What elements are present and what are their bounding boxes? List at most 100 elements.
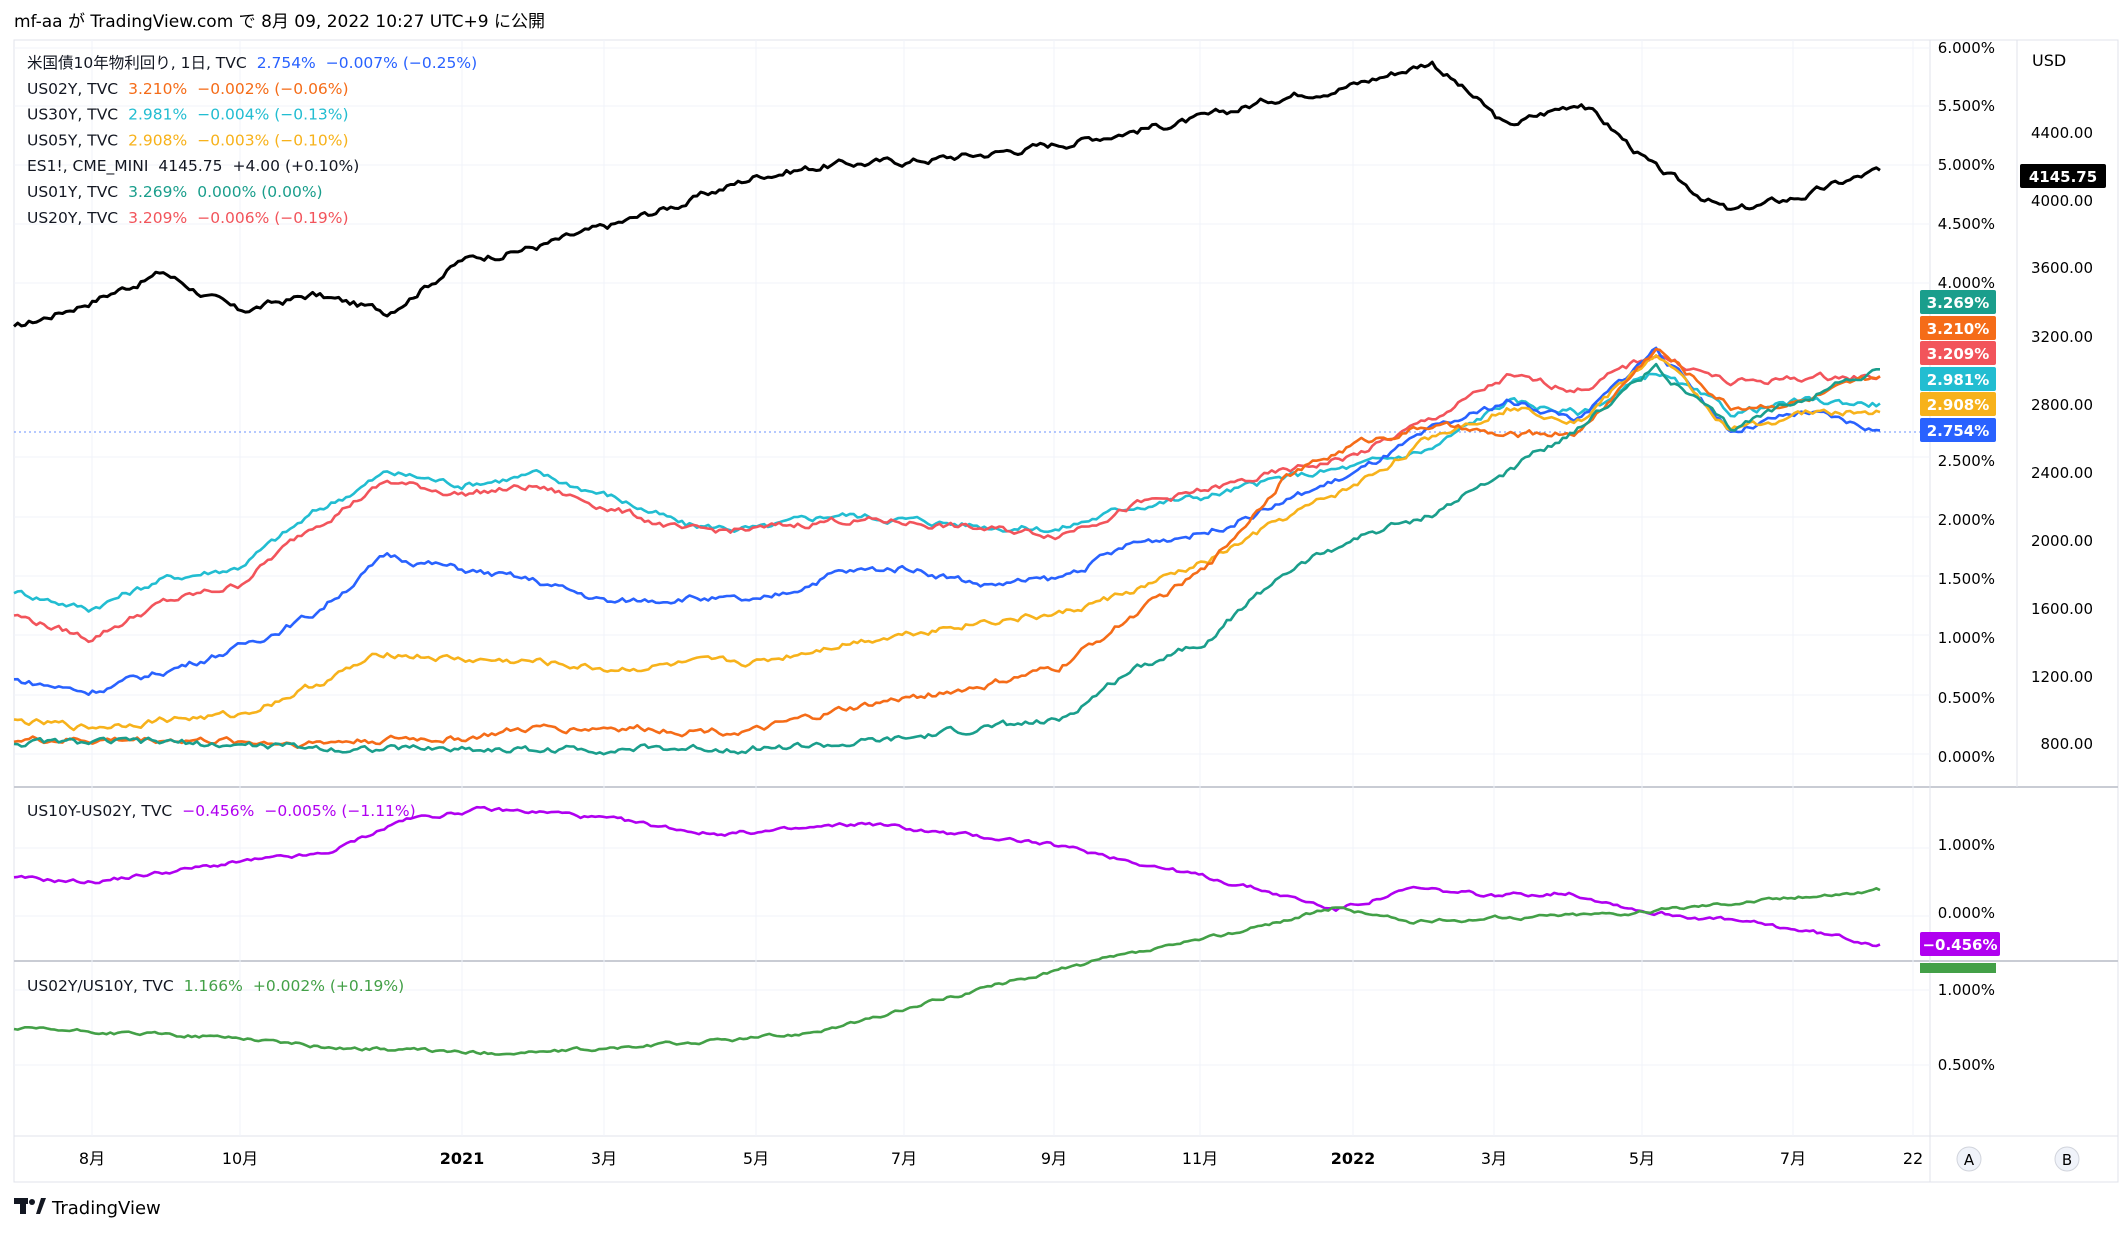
legend-change: −0.006% (−0.19%)	[197, 209, 348, 227]
price-tick-label: 2000.00	[2031, 532, 2093, 550]
series-line-us05y[interactable]	[13, 354, 1881, 732]
legend-value: 1.166%	[184, 977, 243, 995]
publish-header: mf-aa が TradingView.com で 8月 09, 2022 10…	[14, 12, 545, 32]
badge-spread: −0.456%	[1920, 932, 2000, 956]
price-tick-label: 800.00	[2041, 735, 2094, 753]
legend-change: −0.002% (−0.06%)	[197, 80, 348, 98]
legend-row-4[interactable]: ES1!, CME_MINI 4145.75 +4.00 (+0.10%)	[27, 157, 359, 176]
price-scale-button[interactable]: B	[2054, 1146, 2080, 1172]
yield-tick-label: 1.500%	[1938, 570, 1995, 588]
legend-name: US20Y, TVC	[27, 209, 118, 227]
series-line-us01y[interactable]	[13, 362, 1880, 756]
legend-name: ES1!, CME_MINI	[27, 157, 148, 176]
legend-change: +0.002% (+0.19%)	[253, 977, 404, 995]
yield-tick-label: 2.000%	[1938, 511, 1995, 529]
series-line-10[interactable]	[13, 346, 1881, 696]
legend-row-0[interactable]: 米国債10年物利回り, 1日, TVC 2.754% −0.007% (−0.25%…	[27, 54, 477, 72]
yield-tick-label: 5.000%	[1938, 156, 1995, 174]
legend-name: US10Y-US02Y, TVC	[27, 802, 172, 820]
time-axis[interactable]: 8月 10月 2021 3月 5月 7月 9月 11月 2022 3月 5月 7月 22	[79, 1149, 1923, 1168]
auto-scale-button[interactable]: A	[1956, 1146, 1982, 1172]
spread-pane-series	[13, 805, 1881, 948]
price-tick-label: 2400.00	[2031, 464, 2093, 482]
legend-name: US30Y, TVC	[27, 106, 118, 124]
yield-axis[interactable]: 6.000% 5.500% 5.000% 4.500% 4.000% 2.500% 2.00…	[1938, 39, 1995, 766]
time-tick-label: 22	[1903, 1149, 1923, 1168]
gridlines	[14, 40, 1930, 1136]
price-scale-label: B	[2062, 1151, 2072, 1169]
legend-change: 0.000% (0.00%)	[197, 183, 322, 201]
badge-es1-text: 4145.75	[2029, 168, 2097, 186]
legend-row-3[interactable]: US05Y, TVC 2.908% −0.003% (−0.10%)	[27, 131, 349, 149]
badge-us02y-text: 3.210%	[1927, 320, 1989, 338]
badge-us10y-text: 2.754%	[1927, 422, 1989, 440]
price-tick-label: 2800.00	[2031, 396, 2093, 414]
legend-value: 2.754%	[257, 54, 316, 72]
price-tick-label: 3200.00	[2031, 328, 2093, 346]
ratio-tick-label: 0.500%	[1938, 1056, 1995, 1074]
ratio-axis[interactable]: 1.000% 0.500%	[1938, 981, 1995, 1074]
time-tick-label: 7月	[1780, 1149, 1806, 1168]
badge-es1: 4145.75	[2020, 164, 2106, 188]
time-tick-label: 11月	[1182, 1149, 1218, 1168]
series-line-us02y[interactable]	[13, 347, 1881, 749]
series-line-us30y[interactable]	[13, 372, 1881, 613]
badge-us05y: 2.908%	[1920, 392, 1996, 416]
legend-name: US02Y/US10Y, TVC	[27, 977, 174, 995]
badge-us01y-text: 3.269%	[1927, 294, 1989, 312]
legend-name: US01Y, TVC	[27, 183, 118, 201]
time-tick-label: 5月	[1629, 1149, 1655, 1168]
price-tick-label: 3600.00	[2031, 259, 2093, 277]
legend-value: 3.269%	[128, 183, 187, 201]
yield-tick-label: 4.000%	[1938, 274, 1995, 292]
price-tick-label: 1200.00	[2031, 668, 2093, 686]
legend-spread[interactable]: US10Y-US02Y, TVC −0.456% −0.005% (−1.11%)	[27, 802, 416, 820]
time-tick-label: 7月	[891, 1149, 917, 1168]
legend-row-ratio[interactable]: US02Y/US10Y, TVC 1.166% +0.002% (+0.19%)	[27, 977, 404, 995]
yield-tick-label: 4.500%	[1938, 215, 1995, 233]
tradingview-logo-icon	[14, 1198, 46, 1214]
legend-row-2[interactable]: US30Y, TVC 2.981% −0.004% (−0.13%)	[27, 106, 349, 124]
legend-row-1[interactable]: US02Y, TVC 3.210% −0.002% (−0.06%)	[27, 80, 349, 98]
legend-name: US05Y, TVC	[27, 131, 118, 149]
yield-tick-label: 2.500%	[1938, 452, 1995, 470]
yield-tick-label: 0.500%	[1938, 689, 1995, 707]
legend-main[interactable]: 米国債10年物利回り, 1日, TVC 2.754% −0.007% (−0.25%…	[27, 54, 477, 227]
time-tick-label: 10月	[222, 1149, 258, 1168]
badge-ratio	[1920, 963, 1996, 973]
legend-row-6[interactable]: US20Y, TVC 3.209% −0.006% (−0.19%)	[27, 209, 349, 227]
legend-row-5[interactable]: US01Y, TVC 3.269% 0.000% (0.00%)	[27, 183, 323, 201]
series-line-us10y-us02y[interactable]	[13, 805, 1881, 948]
badge-us20y: 3.209%	[1920, 341, 1996, 365]
time-tick-label: 2022	[1331, 1149, 1376, 1168]
price-tick-label: 4000.00	[2031, 192, 2093, 210]
time-tick-label: 3月	[1481, 1149, 1507, 1168]
time-tick-label: 3月	[591, 1149, 617, 1168]
badge-us02y: 3.210%	[1920, 316, 1996, 340]
legend-change: −0.004% (−0.13%)	[197, 106, 348, 124]
time-tick-label: 2021	[440, 1149, 485, 1168]
series-line-es1[interactable]	[13, 60, 1881, 328]
legend-change: −0.003% (−0.10%)	[197, 131, 348, 149]
ratio-tick-label: 1.000%	[1938, 981, 1995, 999]
legend-row-spread[interactable]: US10Y-US02Y, TVC −0.456% −0.005% (−1.11%)	[27, 802, 416, 820]
price-tick-label: 1600.00	[2031, 600, 2093, 618]
yield-tick-label: 1.000%	[1938, 629, 1995, 647]
legend-name: US02Y, TVC	[27, 80, 118, 98]
legend-change: −0.007% (−0.25%)	[326, 54, 477, 72]
yield-tick-label: 6.000%	[1938, 39, 1995, 57]
legend-value: 3.210%	[128, 80, 187, 98]
badge-us05y-text: 2.908%	[1927, 396, 1989, 414]
legend-value: 2.981%	[128, 106, 187, 124]
legend-value: 4145.75	[158, 157, 222, 175]
spread-tick-label: 0.000%	[1938, 904, 1995, 922]
last-value-badges: 3.269% 3.210% 3.209% 2.981% 2.908% 2.754% 4145…	[1920, 164, 2106, 973]
yield-tick-label: 0.000%	[1938, 748, 1995, 766]
series-line-us02y-us10y[interactable]	[13, 887, 1881, 1056]
price-axis[interactable]: 4400.00 4000.00 3600.00 3200.00 2800.00 2400.…	[2031, 124, 2093, 753]
legend-ratio[interactable]: US02Y/US10Y, TVC 1.166% +0.002% (+0.19%)	[27, 977, 404, 995]
main-pane-series	[13, 60, 1881, 756]
spread-axis[interactable]: 1.000% 0.000%	[1938, 836, 1995, 922]
series-line-us20y[interactable]	[13, 354, 1881, 644]
